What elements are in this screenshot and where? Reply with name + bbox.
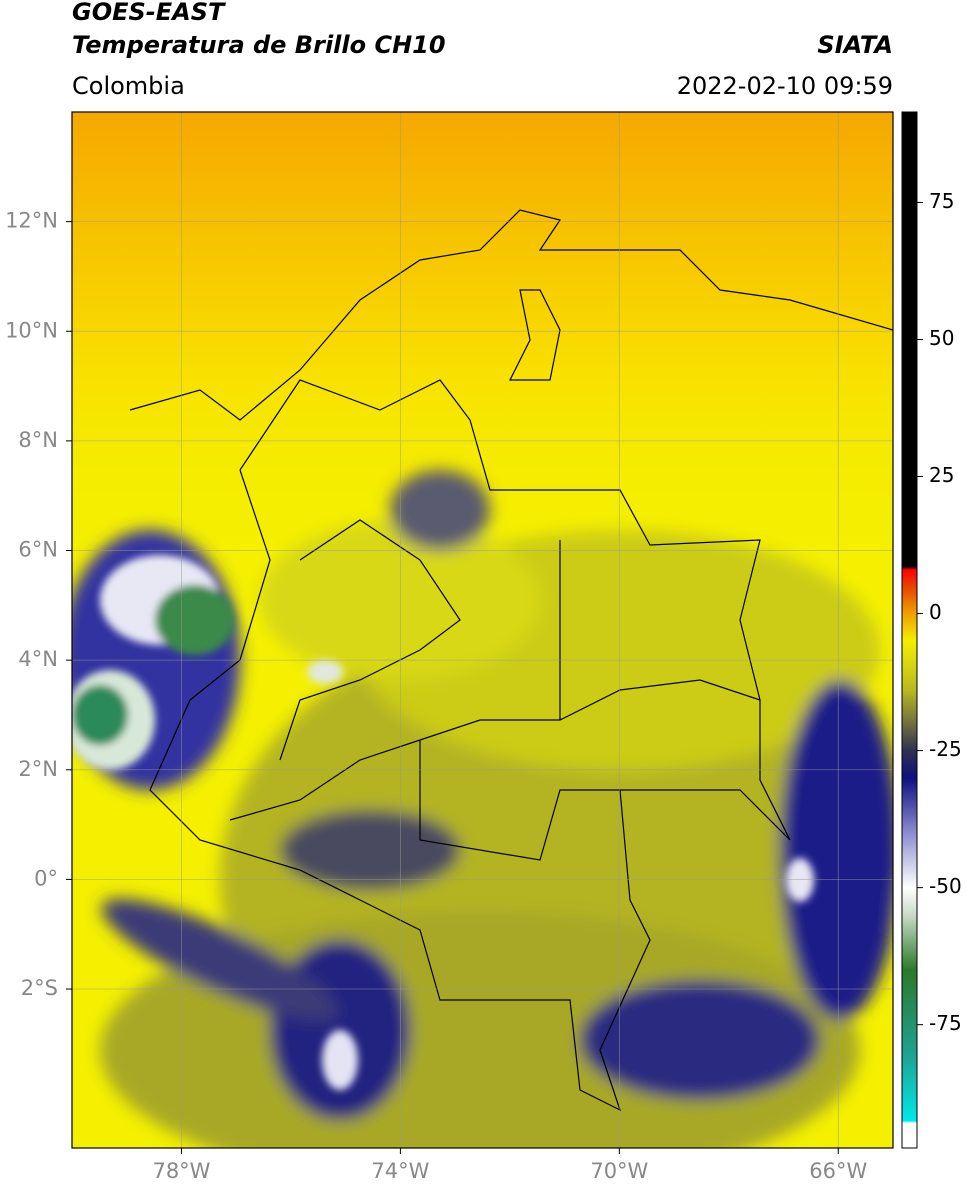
y-tick-label: 12°N — [5, 209, 58, 233]
x-tick-label: 74°W — [371, 1159, 429, 1183]
colorbar-tick-label: -50 — [929, 874, 962, 898]
region: Colombia — [72, 72, 185, 100]
colorbar-tick-label: 25 — [929, 463, 954, 487]
y-tick-label: 6°N — [18, 538, 58, 562]
map-frame — [71, 111, 894, 1149]
y-tick-label: 4°N — [18, 647, 58, 671]
title: GOES-EAST — [72, 0, 226, 26]
y-tick-label: 0° — [34, 866, 58, 890]
datetime: 2022-02-10 09:59 — [677, 72, 893, 100]
colorbar-tick-label: 50 — [929, 326, 954, 350]
graticule — [72, 112, 893, 1148]
colorbar-tick-label: 75 — [929, 189, 954, 213]
y-tick-label: 10°N — [5, 318, 58, 342]
subtitle: Temperatura de Brillo CH10 — [72, 31, 446, 59]
colorbar — [901, 111, 918, 1149]
source: SIATA — [817, 31, 893, 59]
x-tick-label: 78°W — [152, 1159, 210, 1183]
x-tick-label: 66°W — [809, 1159, 867, 1183]
y-tick-label: 2°S — [21, 976, 58, 1000]
y-tick-label: 2°N — [18, 757, 58, 781]
colorbar-tick-label: 0 — [929, 600, 942, 624]
colorbar-tick-label: -75 — [929, 1011, 962, 1035]
colorbar-tick-label: -25 — [929, 737, 962, 761]
satellite-image — [72, 112, 893, 1148]
x-tick-label: 70°W — [590, 1159, 648, 1183]
y-tick-label: 8°N — [18, 428, 58, 452]
